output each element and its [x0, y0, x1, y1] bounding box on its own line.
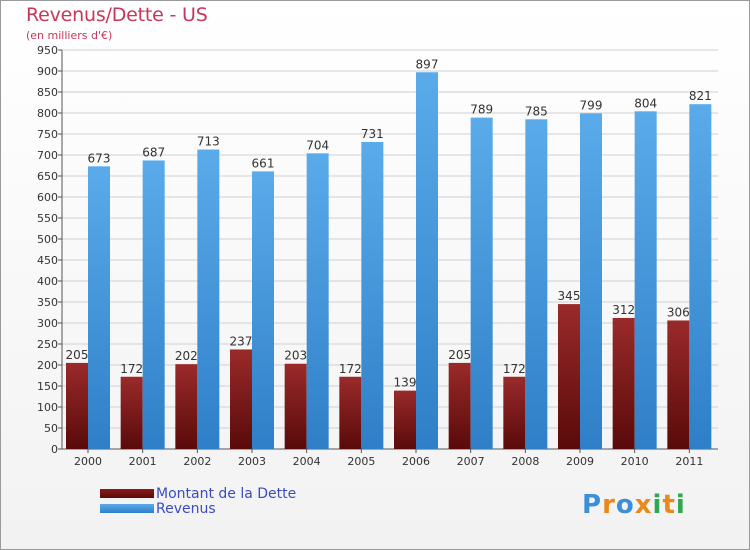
x-tick-label: 2009 — [566, 455, 594, 468]
bar-debt — [667, 320, 690, 449]
logo-letter: t — [662, 490, 676, 520]
y-tick-label: 750 — [37, 128, 58, 141]
proxiti-logo: Proxiti — [582, 490, 686, 520]
y-tick-label: 900 — [37, 65, 58, 78]
y-tick-label: 950 — [37, 44, 58, 57]
value-label-revenue: 897 — [416, 57, 439, 71]
value-label-debt: 237 — [230, 334, 253, 348]
bar-debt — [66, 362, 88, 449]
legend-swatch-debt — [100, 489, 154, 498]
bar-revenue — [361, 141, 384, 450]
value-label-debt: 172 — [120, 362, 143, 376]
y-tick-label: 350 — [37, 296, 58, 309]
y-tick-label: 300 — [37, 317, 58, 330]
value-label-revenue: 789 — [470, 103, 493, 117]
x-tick-label: 2010 — [621, 455, 649, 468]
value-label-revenue: 804 — [634, 96, 657, 110]
chart-title: Revenus/Dette - US — [26, 4, 208, 26]
bar-revenue — [416, 72, 438, 449]
bar-revenue — [306, 153, 329, 449]
bar-debt — [339, 376, 362, 449]
value-label-revenue: 731 — [361, 127, 384, 141]
bar-debt — [503, 376, 526, 449]
y-tick-label: 150 — [37, 380, 58, 393]
value-label-revenue: 704 — [306, 138, 329, 152]
bar-debt — [175, 364, 198, 449]
bar-revenue — [634, 111, 657, 449]
bar-revenue — [580, 113, 602, 450]
y-tick-label: 450 — [37, 254, 58, 267]
bar-debt — [558, 304, 580, 449]
value-label-debt: 139 — [394, 376, 417, 390]
value-label-debt: 345 — [558, 289, 581, 303]
value-label-debt: 205 — [66, 348, 89, 362]
legend-item-revenue: Revenus — [100, 500, 296, 517]
bar-revenue — [689, 104, 712, 450]
value-label-debt: 312 — [612, 303, 635, 317]
x-tick-label: 2005 — [347, 455, 375, 468]
logo-letter: r — [602, 490, 616, 520]
bar-revenue — [197, 149, 220, 450]
value-label-debt: 172 — [339, 362, 362, 376]
bar-revenue — [525, 119, 548, 450]
bar-revenue — [252, 171, 274, 449]
y-tick-label: 250 — [37, 338, 58, 351]
logo-letter: i — [652, 490, 663, 520]
legend-swatch-revenue — [100, 504, 154, 513]
bar-debt — [612, 317, 635, 449]
x-tick-label: 2011 — [675, 455, 703, 468]
bar-debt — [448, 362, 471, 449]
x-tick-label: 2003 — [238, 455, 266, 468]
y-tick-label: 550 — [37, 212, 58, 225]
value-label-revenue: 785 — [525, 104, 548, 118]
logo-letter: P — [582, 490, 603, 520]
y-tick-label: 600 — [37, 191, 58, 204]
chart-subtitle: (en milliers d'€) — [26, 29, 113, 42]
y-tick-label: 200 — [37, 359, 58, 372]
bar-revenue — [470, 117, 493, 450]
logo-letter: i — [675, 490, 686, 520]
value-label-revenue: 661 — [252, 156, 275, 170]
y-tick-label: 50 — [44, 422, 58, 435]
logo-letter: o — [615, 490, 635, 520]
value-label-revenue: 687 — [142, 145, 165, 159]
y-tick-label: 650 — [37, 170, 58, 183]
value-label-revenue: 673 — [88, 151, 111, 165]
bar-revenue — [88, 166, 110, 449]
bar-debt — [120, 376, 143, 449]
bar-debt — [230, 349, 252, 449]
y-tick-label: 700 — [37, 149, 58, 162]
value-label-debt: 306 — [667, 305, 690, 319]
y-tick-label: 850 — [37, 86, 58, 99]
x-tick-label: 2007 — [457, 455, 485, 468]
logo-letter: x — [634, 490, 653, 520]
y-tick-label: 400 — [37, 275, 58, 288]
x-tick-label: 2001 — [129, 455, 157, 468]
legend-label-revenue: Revenus — [156, 500, 216, 517]
value-label-debt: 203 — [284, 349, 307, 363]
x-tick-label: 2008 — [511, 455, 539, 468]
legend-item-debt: Montant de la Dette — [100, 485, 297, 502]
y-tick-label: 100 — [37, 401, 58, 414]
legend-label-debt: Montant de la Dette — [156, 485, 297, 502]
bar-revenue — [142, 160, 165, 449]
bar-debt — [284, 363, 307, 449]
value-label-debt: 172 — [503, 362, 526, 376]
x-tick-label: 2002 — [183, 455, 211, 468]
y-tick-label: 0 — [51, 443, 58, 456]
y-tick-label: 800 — [37, 107, 58, 120]
value-label-revenue: 713 — [197, 135, 220, 149]
x-tick-label: 2004 — [293, 455, 321, 468]
value-label-revenue: 799 — [580, 98, 603, 112]
x-tick-label: 2000 — [74, 455, 102, 468]
value-label-debt: 205 — [448, 348, 471, 362]
value-label-debt: 202 — [175, 349, 198, 363]
value-label-revenue: 821 — [689, 89, 712, 103]
y-tick-label: 500 — [37, 233, 58, 246]
chart-legend: Montant de la Dette Revenus — [100, 485, 297, 517]
x-tick-label: 2006 — [402, 455, 430, 468]
bar-debt — [394, 390, 416, 449]
